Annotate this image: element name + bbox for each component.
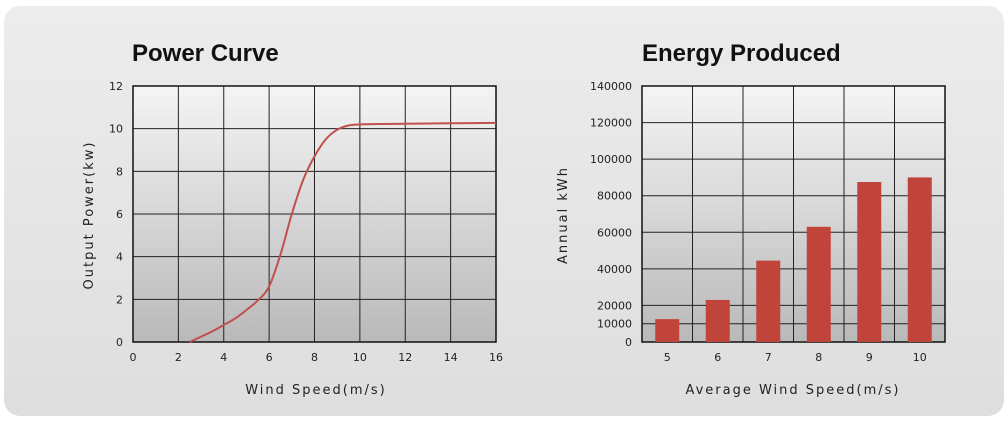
energy-plot-border (641, 85, 946, 343)
energy-x-tick: 10 (913, 351, 927, 364)
power-curve-x-tick: 14 (444, 351, 458, 364)
energy-produced-chart: Energy Produced Average Wind Speed(m/s) … (556, 40, 946, 398)
power-curve-x-tick: 6 (266, 351, 273, 364)
energy-x-tick: 7 (765, 351, 772, 364)
power-curve-x-tick: 4 (220, 351, 227, 364)
energy-y-tick: 140000 (590, 80, 632, 93)
energy-x-tick: 5 (664, 351, 671, 364)
power-curve-x-tick: 0 (130, 351, 137, 364)
energy-y-tick: 120000 (590, 117, 632, 130)
energy-x-tick: 6 (714, 351, 721, 364)
power-curve-y-tick: 6 (116, 208, 123, 221)
power-curve-x-tick: 12 (398, 351, 412, 364)
power-curve-x-tick: 16 (489, 351, 503, 364)
energy-y-tick: 80000 (597, 190, 632, 203)
energy-produced-ylabel: Annual kWh (556, 166, 571, 264)
energy-y-tick: 0 (625, 336, 632, 349)
energy-y-tick: 20000 (597, 299, 632, 312)
energy-bar (705, 299, 730, 342)
power-curve-y-tick: 0 (116, 336, 123, 349)
energy-bar (907, 177, 932, 342)
energy-bar (806, 226, 831, 342)
power-curve-series-line (189, 121, 497, 343)
energy-bar (756, 260, 781, 342)
energy-x-tick: 8 (815, 351, 822, 364)
power-curve-y-tick: 2 (116, 293, 123, 306)
energy-y-tick: 10000 (597, 318, 632, 331)
energy-y-tick: 100000 (590, 153, 632, 166)
energy-y-tick: 40000 (597, 263, 632, 276)
energy-x-tick: 9 (866, 351, 873, 364)
energy-produced-xlabel: Average Wind Speed(m/s) (685, 383, 900, 398)
power-curve-y-tick: 12 (109, 80, 123, 93)
power-curve-xlabel: Wind Speed(m/s) (245, 383, 387, 398)
power-curve-y-tick: 8 (116, 165, 123, 178)
power-curve-x-tick: 10 (353, 351, 367, 364)
power-curve-chart: Power Curve Wind Speed(m/s) Output Power… (82, 40, 503, 398)
energy-bar (655, 319, 680, 342)
power-curve-x-tick: 2 (175, 351, 182, 364)
energy-bar (857, 182, 882, 342)
power-curve-y-tick: 10 (109, 123, 123, 136)
energy-y-tick: 60000 (597, 226, 632, 239)
power-curve-plot-border (132, 85, 497, 343)
energy-produced-title: Energy Produced (642, 40, 841, 67)
power-curve-title: Power Curve (132, 40, 279, 67)
power-curve-x-tick: 8 (311, 351, 318, 364)
power-curve-y-tick: 4 (116, 251, 123, 264)
power-curve-ylabel: Output Power(kw) (82, 141, 97, 290)
